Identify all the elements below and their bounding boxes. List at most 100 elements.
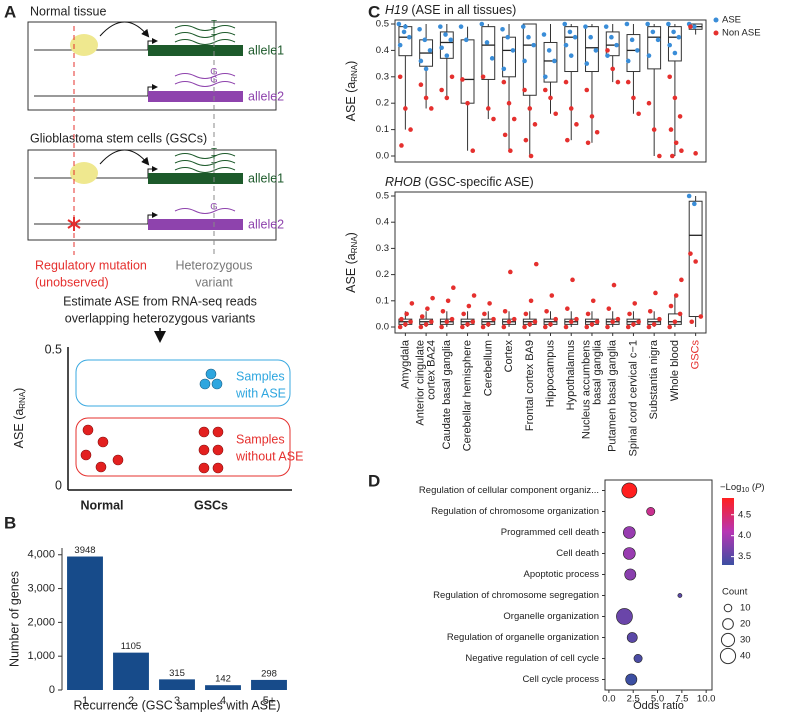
point bbox=[677, 114, 683, 119]
value-label: 1105 bbox=[121, 641, 141, 652]
point bbox=[528, 298, 534, 304]
x-tick-label: 5.0 bbox=[651, 694, 664, 705]
transcripts bbox=[174, 153, 236, 173]
point bbox=[632, 301, 638, 306]
point bbox=[397, 74, 403, 80]
y-tick-label: 0.4 bbox=[376, 45, 389, 56]
point bbox=[510, 48, 516, 53]
point bbox=[506, 100, 512, 106]
allele-label: allele2 bbox=[248, 217, 284, 231]
point bbox=[484, 40, 490, 45]
arrow bbox=[99, 149, 150, 166]
point bbox=[584, 61, 590, 66]
colorbar bbox=[722, 498, 734, 565]
points-non-ase bbox=[80, 424, 224, 474]
point bbox=[666, 21, 671, 27]
x-tick-label: 7.5 bbox=[675, 694, 688, 705]
point bbox=[625, 58, 631, 64]
dot bbox=[633, 654, 643, 663]
point bbox=[631, 95, 636, 101]
point bbox=[399, 143, 404, 148]
dot bbox=[646, 507, 656, 516]
point bbox=[625, 324, 631, 330]
box bbox=[647, 26, 662, 70]
point bbox=[501, 324, 507, 330]
point bbox=[636, 111, 641, 117]
point bbox=[508, 269, 513, 275]
point bbox=[645, 21, 650, 27]
transcripts bbox=[174, 25, 236, 45]
point bbox=[523, 311, 529, 317]
x-tick-label: 1 bbox=[82, 695, 88, 707]
dot bbox=[623, 526, 636, 539]
point bbox=[611, 282, 617, 288]
allele-label: allele1 bbox=[248, 43, 284, 57]
point bbox=[417, 26, 422, 32]
point bbox=[448, 37, 454, 43]
point bbox=[502, 132, 508, 138]
point bbox=[465, 100, 470, 106]
point bbox=[486, 322, 491, 327]
normal-title: Normal tissue bbox=[30, 4, 106, 18]
point bbox=[399, 316, 404, 322]
point bbox=[461, 311, 466, 317]
box bbox=[460, 39, 475, 104]
point bbox=[451, 285, 456, 291]
point bbox=[583, 24, 588, 29]
text: RNA bbox=[350, 236, 359, 254]
point bbox=[526, 34, 531, 40]
text-line: Frontal cortex BA9 bbox=[524, 340, 536, 431]
point bbox=[418, 58, 424, 64]
point bbox=[668, 303, 674, 309]
title-gene: H19 bbox=[385, 3, 408, 17]
point bbox=[523, 137, 529, 143]
size-legend-marker bbox=[719, 647, 737, 665]
x-tick-label: Cerebellar hemisphere bbox=[461, 340, 473, 451]
text-line: Cortex bbox=[503, 340, 515, 373]
gsc-title: Glioblastoma stem cells (GSCs) bbox=[30, 131, 207, 145]
text-line: cortex BA24 bbox=[426, 340, 438, 400]
point bbox=[625, 79, 631, 85]
y-tick-label: 4,000 bbox=[27, 549, 55, 561]
point bbox=[449, 316, 455, 322]
x-label: Normal bbox=[80, 498, 123, 512]
point bbox=[552, 58, 557, 64]
point bbox=[657, 153, 662, 159]
dot bbox=[626, 632, 638, 643]
point bbox=[605, 48, 610, 53]
panel-label: B bbox=[4, 513, 16, 532]
text: 10 bbox=[741, 487, 749, 494]
transcripts bbox=[174, 73, 236, 87]
x-tick-label: Cortex bbox=[503, 340, 515, 373]
point bbox=[594, 129, 600, 135]
point bbox=[532, 122, 538, 127]
y-tick-label: 0.5 bbox=[376, 19, 389, 30]
point bbox=[574, 122, 579, 127]
x-tick-label: 2.5 bbox=[627, 694, 640, 705]
point bbox=[508, 148, 513, 154]
point bbox=[460, 77, 465, 82]
x-tick-label: Frontal cortex BA9 bbox=[524, 340, 536, 431]
text-line: Spinal cord cervical c−1 bbox=[627, 340, 639, 456]
group-label: with ASE bbox=[235, 386, 286, 400]
point bbox=[502, 308, 508, 314]
point bbox=[401, 29, 407, 35]
point bbox=[404, 311, 409, 317]
x-tick-label: Substantia nigra bbox=[648, 339, 660, 419]
point bbox=[522, 324, 527, 330]
text-line: Substantia nigra bbox=[648, 339, 660, 419]
x-axis-title: Recurrence (GSC samples with ASE) bbox=[73, 698, 280, 712]
point bbox=[567, 29, 573, 35]
x-tick-label: Nucleus accumbensbasal ganglia bbox=[580, 339, 603, 439]
point bbox=[440, 308, 446, 314]
point bbox=[589, 322, 595, 327]
point bbox=[548, 95, 553, 101]
text: ) bbox=[344, 61, 358, 65]
point bbox=[679, 277, 684, 283]
point bbox=[439, 45, 444, 51]
point bbox=[553, 316, 558, 322]
point bbox=[465, 322, 470, 327]
text: ASE (a bbox=[344, 82, 358, 122]
bar bbox=[205, 685, 241, 690]
box bbox=[543, 41, 558, 83]
